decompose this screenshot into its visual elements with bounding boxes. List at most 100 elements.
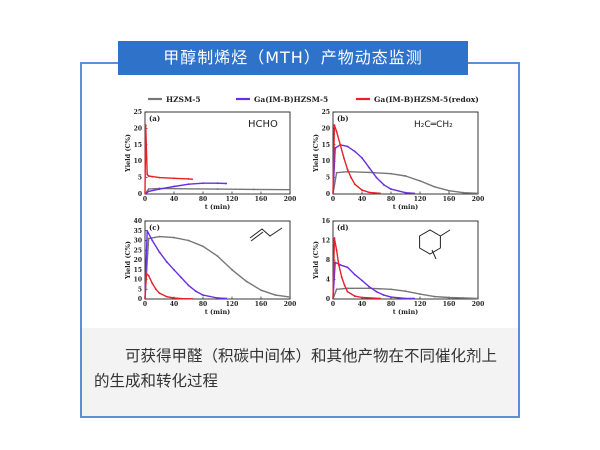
panel-label: (c): [149, 223, 160, 232]
data-point: [151, 282, 154, 285]
data-point: [340, 276, 343, 278]
data-point: [346, 145, 349, 148]
x-tick-label: 160: [443, 196, 456, 203]
data-point: [368, 191, 371, 194]
x-axis-label: t (min): [205, 203, 231, 211]
data-point: [382, 294, 385, 296]
data-point: [187, 183, 190, 186]
propylene-structure-icon: [249, 227, 283, 239]
y-tick-label: 15: [134, 142, 142, 149]
panel-label: (b): [337, 114, 349, 123]
y-tick-label: 20: [322, 125, 330, 132]
data-point: [187, 284, 190, 287]
data-point: [245, 280, 248, 283]
data-point: [158, 292, 161, 295]
x-tick-label: 120: [414, 301, 427, 308]
x-tick-label: 120: [226, 196, 239, 203]
y-tick-label: 0: [138, 296, 142, 303]
data-point: [335, 249, 338, 252]
y-tick-label: 4: [326, 277, 330, 284]
y-tick-label: 0: [326, 191, 330, 198]
data-point: [335, 288, 338, 291]
data-point: [165, 295, 168, 298]
data-point: [390, 288, 392, 291]
data-point: [361, 189, 363, 191]
data-point: [462, 297, 465, 299]
y-tick-label: 20: [134, 125, 142, 132]
panel-label: (a): [149, 114, 160, 123]
data-point: [151, 175, 154, 178]
series-line-d-2: [332, 237, 381, 300]
y-tick-label: 5: [138, 286, 142, 293]
x-tick-label: 0: [143, 301, 147, 308]
x-tick-label: 0: [331, 301, 335, 308]
data-point: [147, 190, 150, 193]
data-point: [154, 288, 157, 291]
data-point: [375, 290, 378, 293]
series-line-c-1: [144, 230, 227, 300]
data-point: [191, 178, 194, 181]
x-tick-label: 40: [358, 301, 366, 308]
data-point: [216, 297, 219, 299]
data-point: [413, 297, 416, 300]
product-label-hcho: HCHO: [248, 119, 278, 130]
data-point: [379, 297, 382, 300]
y-tick-label: 5: [326, 175, 330, 182]
data-point: [390, 172, 392, 175]
x-axis-label: t (min): [205, 308, 231, 316]
data-point: [477, 297, 479, 300]
data-point: [350, 176, 353, 179]
y-axis-label: Yield (C%): [312, 241, 320, 280]
y-tick-label: 25: [134, 247, 142, 254]
data-point: [146, 173, 149, 176]
data-point: [202, 245, 204, 248]
y-axis-label: Yield (C%): [124, 134, 132, 173]
y-tick-label: 20: [134, 257, 142, 264]
data-point: [346, 266, 349, 269]
series-line-c-2: [144, 272, 193, 300]
data-point: [404, 297, 407, 300]
x-tick-label: 0: [331, 196, 335, 203]
y-tick-label: 40: [134, 218, 142, 225]
product-label-ethylene: H₂C═CH₂: [414, 120, 453, 130]
x-tick-label: 160: [255, 196, 268, 203]
data-point: [419, 179, 421, 182]
y-tick-label: 16: [322, 218, 330, 225]
data-point: [151, 239, 154, 242]
data-point: [144, 124, 147, 127]
x-tick-label: 200: [284, 301, 297, 308]
data-point: [158, 176, 161, 179]
y-tick-label: 25: [134, 109, 142, 116]
data-point: [335, 130, 338, 133]
x-tick-label: 120: [226, 301, 239, 308]
data-point: [368, 171, 371, 174]
data-point: [274, 294, 277, 296]
data-point: [334, 147, 337, 149]
plot-area-b: [332, 111, 479, 195]
y-tick-label: 15: [134, 267, 142, 274]
data-point: [379, 192, 382, 195]
data-point: [216, 255, 219, 257]
data-point: [390, 296, 392, 298]
data-point: [448, 189, 450, 192]
x-tick-label: 80: [387, 196, 395, 203]
data-point: [187, 239, 190, 242]
data-point: [180, 297, 183, 300]
data-point: [216, 188, 219, 190]
y-tick-label: 30: [134, 238, 142, 245]
y-tick-label: 5: [138, 175, 142, 182]
series-line-a-2: [144, 124, 193, 195]
data-point: [194, 290, 197, 293]
x-tick-label: 80: [387, 301, 395, 308]
data-point: [353, 183, 356, 186]
data-point: [333, 237, 336, 239]
data-point: [289, 296, 291, 298]
data-point: [368, 285, 371, 288]
x-tick-label: 80: [199, 196, 207, 203]
data-point: [368, 166, 371, 169]
y-tick-label: 8: [326, 257, 330, 264]
data-point: [433, 185, 436, 188]
x-tick-label: 120: [414, 196, 427, 203]
x-tick-label: 80: [199, 301, 207, 308]
